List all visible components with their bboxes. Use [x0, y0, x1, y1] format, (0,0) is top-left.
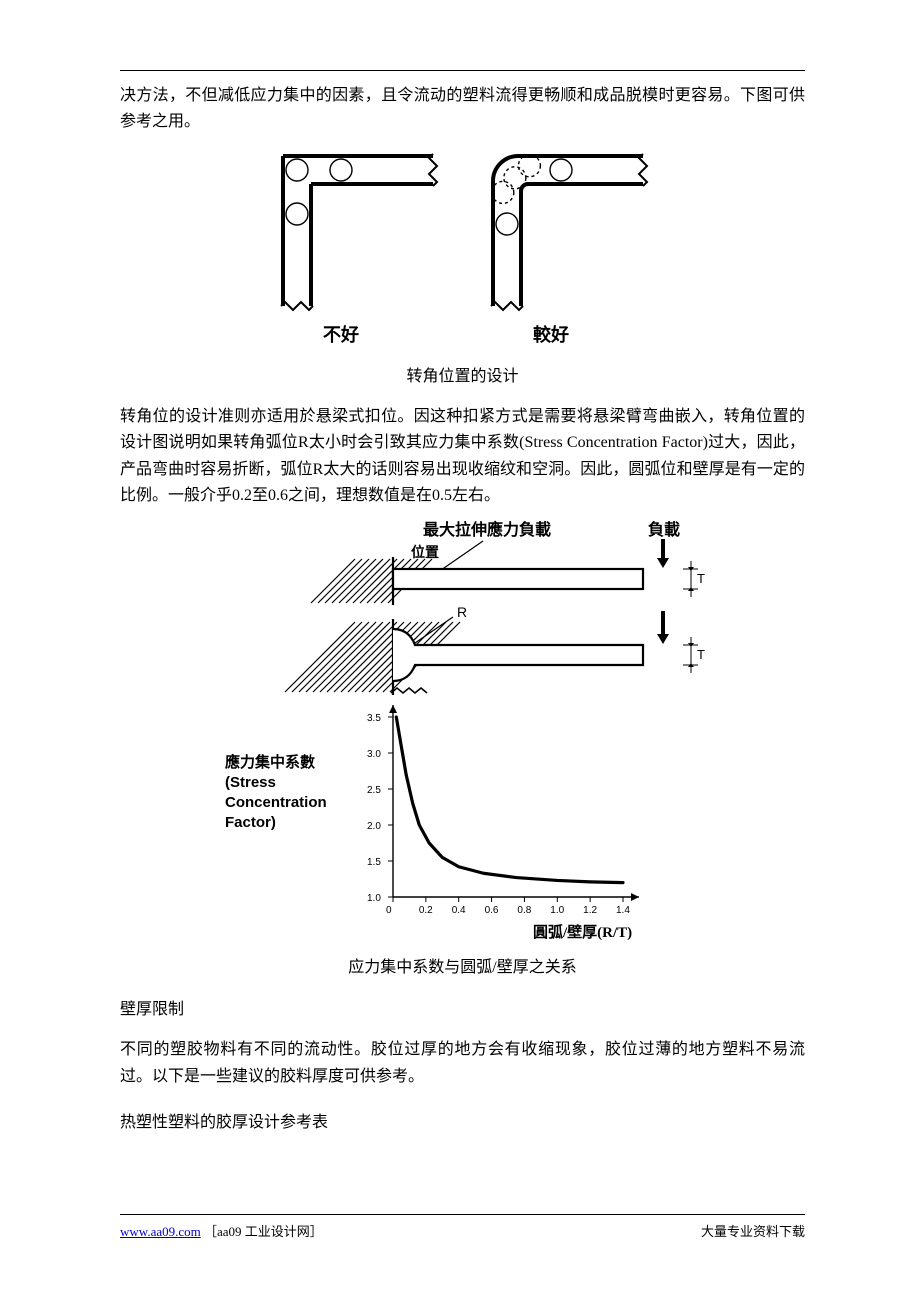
svg-text:圓弧/壁厚(R/T): 圓弧/壁厚(R/T) — [533, 923, 632, 941]
footer-link-suffix: ［aa09 工业设计网］ — [204, 1224, 323, 1239]
svg-text:位置: 位置 — [411, 544, 439, 561]
page-footer: www.aa09.com ［aa09 工业设计网］ 大量专业资料下载 — [120, 1214, 805, 1240]
svg-text:3.5: 3.5 — [367, 713, 381, 724]
footer-right: 大量专业资料下载 — [701, 1221, 805, 1240]
svg-text:0.2: 0.2 — [418, 905, 432, 916]
footer-link[interactable]: www.aa09.com — [120, 1224, 201, 1239]
svg-text:Factor): Factor) — [225, 814, 276, 831]
svg-text:2.5: 2.5 — [367, 785, 381, 796]
svg-text:0.4: 0.4 — [451, 905, 465, 916]
svg-text:T: T — [697, 647, 705, 662]
svg-text:1.2: 1.2 — [583, 905, 597, 916]
svg-text:1.0: 1.0 — [367, 893, 381, 904]
heading-thermoplastic-table: 热塑性塑料的胶厚设计参考表 — [120, 1108, 805, 1132]
svg-text:T: T — [697, 571, 705, 586]
svg-text:1.4: 1.4 — [616, 905, 630, 916]
figure-corner-design: 不好 較好 — [120, 146, 805, 356]
svg-text:不好: 不好 — [323, 324, 359, 345]
svg-text:負載: 負載 — [648, 520, 680, 539]
paragraph-1: 决方法，不但减低应力集中的因素，且令流动的塑料流得更畅顺和成品脱模时更容易。下图… — [120, 83, 805, 136]
svg-text:較好: 較好 — [533, 324, 569, 345]
svg-text:1.5: 1.5 — [367, 857, 381, 868]
figure2-caption: 应力集中系数与圆弧/壁厚之关系 — [120, 953, 805, 977]
svg-text:0.6: 0.6 — [484, 905, 498, 916]
svg-text:Concentration: Concentration — [225, 794, 327, 811]
svg-text:應力集中系數: 應力集中系數 — [225, 753, 315, 771]
figure1-caption: 转角位置的设计 — [120, 362, 805, 386]
paragraph-3: 不同的塑胶物料有不同的流动性。胶位过厚的地方会有收缩现象，胶位过薄的地方塑料不易… — [120, 1037, 805, 1090]
paragraph-2: 转角位的设计准则亦适用於悬梁式扣位。因这种扣紧方式是需要将悬梁臂弯曲嵌入，转角位… — [120, 404, 805, 510]
svg-text:(Stress: (Stress — [225, 774, 276, 791]
svg-text:最大拉伸應力負載: 最大拉伸應力負載 — [423, 520, 551, 539]
svg-text:1.0: 1.0 — [550, 905, 564, 916]
figure-stress-concentration: 最大拉伸應力負載 負載位置 T R T 0 0.2 0.4 0.6 0.8 1.0 1.2 1.4 1.0… — [120, 517, 805, 947]
svg-text:3.0: 3.0 — [367, 749, 381, 760]
heading-wall-thickness: 壁厚限制 — [120, 995, 805, 1019]
svg-text:2.0: 2.0 — [367, 821, 381, 832]
svg-text:0: 0 — [386, 905, 392, 916]
svg-text:0.8: 0.8 — [517, 905, 531, 916]
svg-text:R: R — [457, 604, 467, 620]
